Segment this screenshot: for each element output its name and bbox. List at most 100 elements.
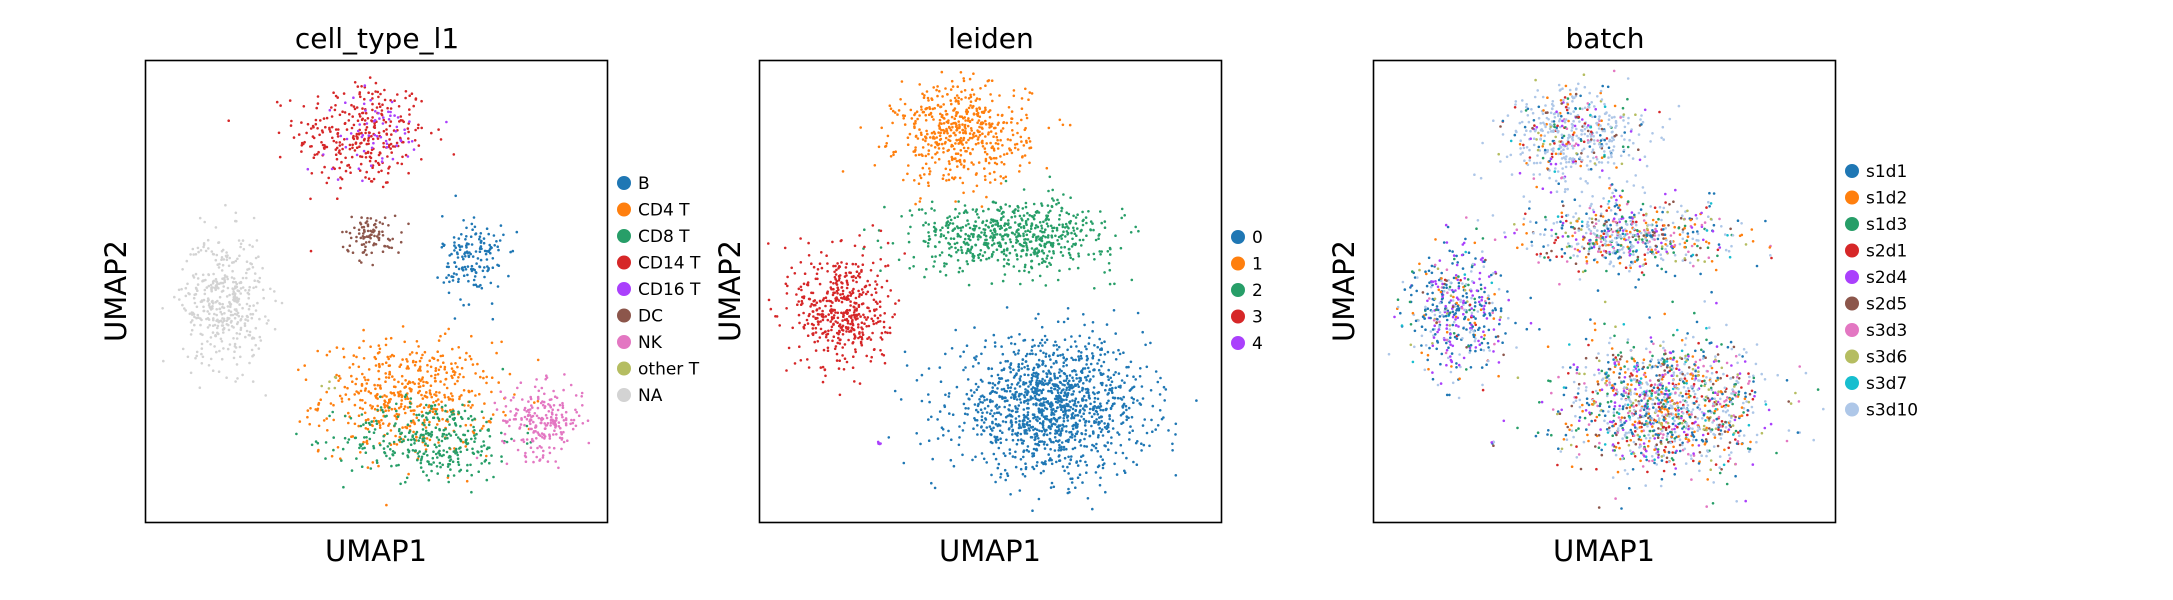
data-point	[450, 252, 453, 256]
axes-frame	[144, 59, 609, 524]
data-point	[328, 128, 331, 131]
data-point	[942, 151, 945, 154]
data-point	[413, 363, 417, 367]
data-point	[1062, 379, 1066, 383]
data-point	[989, 93, 992, 96]
data-point	[1037, 409, 1041, 413]
data-point	[437, 403, 441, 406]
data-point	[1060, 427, 1064, 430]
data-point	[974, 224, 978, 228]
data-point	[498, 239, 502, 242]
data-point	[527, 400, 530, 403]
data-point	[950, 347, 954, 350]
data-point	[999, 175, 1002, 178]
data-point	[479, 232, 483, 235]
data-point	[328, 414, 331, 418]
data-point	[202, 298, 206, 302]
data-point	[929, 112, 932, 116]
data-point	[233, 316, 237, 320]
data-point	[534, 424, 538, 427]
data-point	[1039, 471, 1043, 475]
data-point	[1035, 237, 1038, 240]
data-point	[906, 172, 909, 176]
data-point	[213, 345, 216, 348]
data-point	[831, 240, 834, 244]
data-point	[233, 350, 236, 354]
data-point	[989, 236, 992, 239]
data-point	[1055, 203, 1058, 206]
data-point	[1086, 388, 1090, 392]
data-point	[1049, 405, 1053, 409]
data-point	[245, 260, 249, 264]
data-point	[1036, 251, 1040, 254]
data-point	[1052, 485, 1056, 489]
data-point	[977, 161, 981, 164]
data-point	[962, 368, 965, 372]
data-point	[868, 283, 871, 287]
data-point	[1103, 226, 1107, 229]
data-point	[879, 258, 882, 261]
data-point	[1019, 467, 1023, 471]
data-point	[992, 236, 995, 239]
data-point	[1067, 472, 1070, 475]
data-point	[580, 391, 584, 395]
data-point	[540, 446, 543, 449]
data-point	[984, 123, 988, 126]
data-point	[221, 277, 224, 281]
data-point	[1053, 436, 1057, 439]
data-point	[816, 320, 820, 323]
data-point	[587, 441, 591, 445]
data-point	[947, 241, 950, 245]
data-point	[1007, 219, 1010, 222]
data-point	[255, 239, 259, 242]
data-point	[1107, 423, 1110, 427]
data-point	[379, 92, 382, 96]
data-point	[927, 99, 930, 102]
data-point	[921, 146, 925, 149]
data-point	[1024, 205, 1028, 209]
data-point	[232, 337, 235, 340]
data-point	[1035, 381, 1038, 384]
data-point	[1032, 391, 1036, 395]
data-point	[1083, 323, 1086, 327]
data-point	[1074, 369, 1077, 373]
data-point	[562, 440, 566, 444]
data-point	[1036, 443, 1039, 446]
data-point	[920, 153, 923, 156]
data-point	[1156, 424, 1160, 427]
data-point	[397, 406, 401, 410]
data-point	[1101, 408, 1105, 412]
data-point	[229, 305, 232, 309]
data-point	[1025, 116, 1029, 120]
data-point	[942, 174, 945, 177]
data-point	[1072, 385, 1075, 389]
data-point	[378, 221, 382, 224]
data-point	[374, 226, 378, 229]
data-point	[420, 457, 423, 461]
data-point	[384, 380, 387, 384]
data-point	[233, 296, 237, 300]
data-point	[1034, 353, 1038, 356]
data-point	[327, 387, 331, 390]
data-point	[1011, 438, 1015, 442]
data-point	[1057, 428, 1061, 431]
data-point	[377, 131, 381, 134]
data-point	[951, 157, 954, 160]
data-point	[966, 413, 969, 416]
data-point	[1020, 97, 1024, 100]
data-point	[360, 243, 364, 246]
data-point	[1005, 472, 1009, 475]
data-point	[1013, 221, 1017, 224]
data-point	[1037, 249, 1040, 252]
data-point	[1073, 232, 1077, 235]
data-point	[395, 443, 399, 446]
data-point	[425, 403, 428, 407]
data-point	[1056, 348, 1059, 351]
data-point	[1070, 335, 1073, 338]
data-point	[200, 347, 204, 350]
data-point	[935, 88, 938, 92]
data-point	[1055, 420, 1059, 423]
data-point	[1074, 358, 1077, 362]
data-point	[976, 114, 980, 118]
data-point	[384, 376, 388, 379]
